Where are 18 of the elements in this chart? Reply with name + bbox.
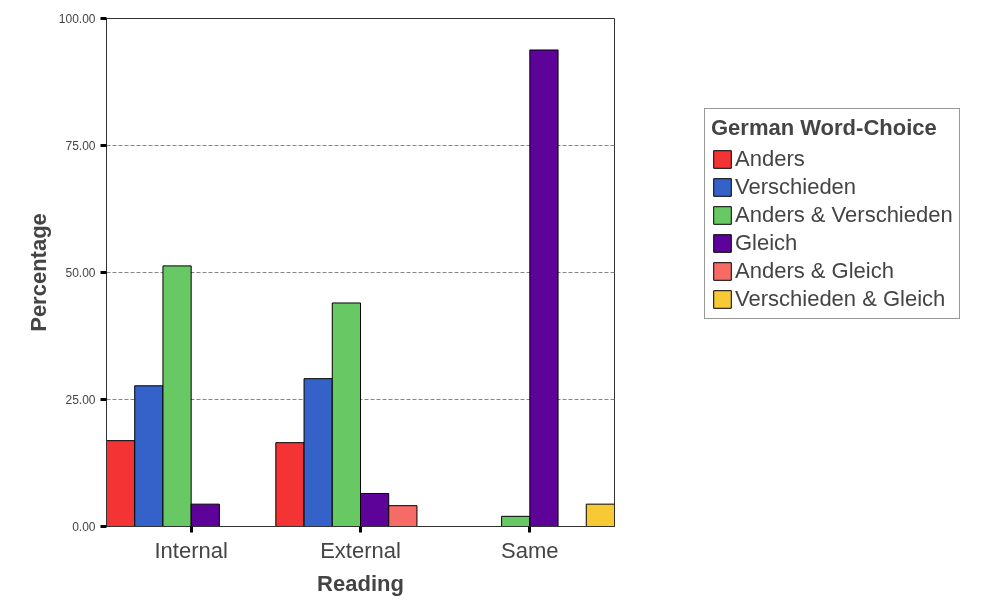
x-tick-label: External [320,537,401,563]
x-tick-label: Same [501,537,559,563]
y-tick-label: 25.00 [65,393,96,407]
legend-label: Verschieden [735,174,857,200]
y-tick-label: 50.00 [65,266,96,280]
bar [585,503,615,527]
y-axis-title: Percentage [25,213,51,332]
y-tick-label: 75.00 [65,139,96,153]
legend-label: Anders & Gleich [735,258,894,284]
legend-label: Anders [735,146,805,172]
x-axis-title: Reading [317,570,404,596]
legend-title: German Word-Choice [711,115,938,141]
legend-label: Verschieden & Gleich [735,286,946,312]
legend-label: Gleich [735,230,798,256]
x-tick-label: Internal [154,537,228,563]
legend-label: Anders & Verschieden [735,202,953,228]
y-tick-label: 0.00 [72,520,96,534]
y-tick-label: 100.00 [58,12,96,26]
